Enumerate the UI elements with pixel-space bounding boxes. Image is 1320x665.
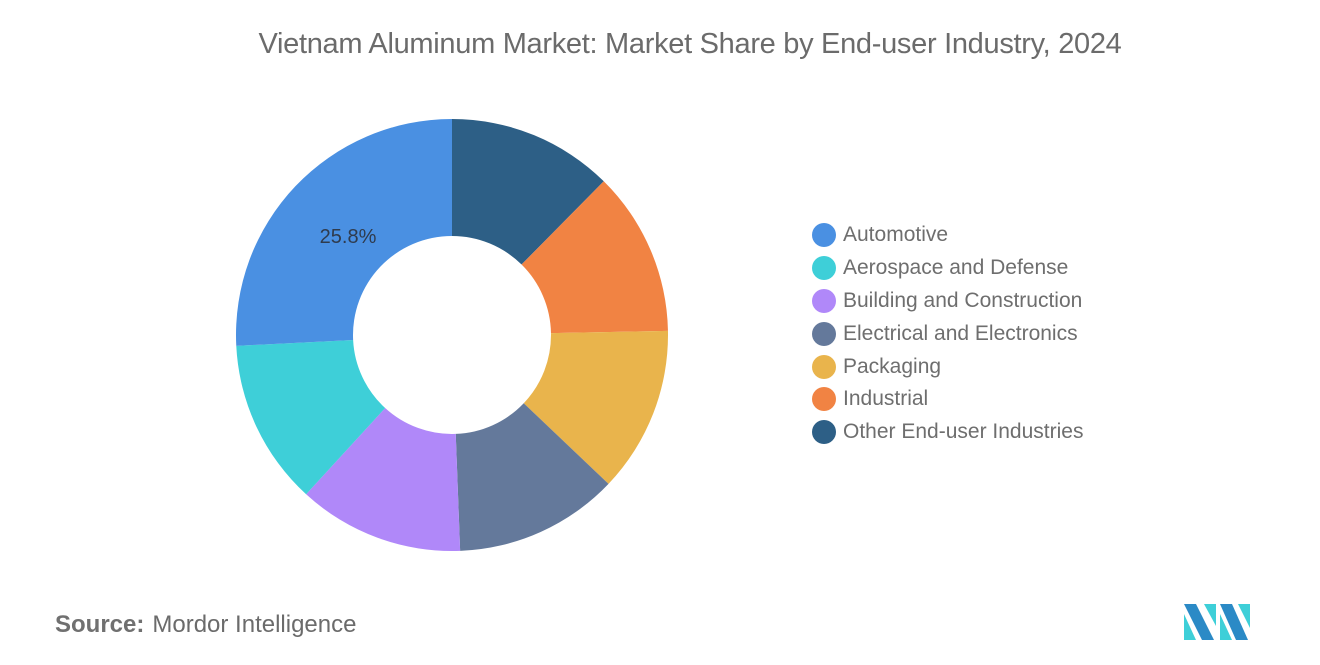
legend-dot-icon <box>812 256 836 281</box>
legend-item-electrical: Electrical and Electronics <box>812 317 1083 350</box>
slice-industrial <box>521 181 668 334</box>
legend-item-building: Building and Construction <box>812 285 1083 318</box>
legend-label: Packaging <box>843 354 942 378</box>
legend-dot-icon <box>812 321 836 346</box>
legend-label: Building and Construction <box>843 288 1083 312</box>
legend-item-industrial: Industrial <box>812 383 1083 416</box>
mordor-intelligence-logo-icon <box>1184 604 1250 640</box>
chart-title: Vietnam Aluminum Market: Market Share by… <box>258 28 1122 60</box>
legend-item-other: Other End-user Industries <box>812 416 1083 449</box>
legend-dot-icon <box>812 420 836 445</box>
source-key: Source: <box>55 611 145 638</box>
slice-aerospace-and-defense <box>236 339 386 495</box>
legend-label: Electrical and Electronics <box>843 321 1078 345</box>
slice-other-end-user-industries <box>452 119 604 265</box>
slice-electrical-and-electronics <box>455 403 609 551</box>
legend-dot-icon <box>812 288 836 313</box>
legend-label: Automotive <box>843 223 949 247</box>
slice-packaging <box>523 330 668 484</box>
chart-legend: Automotive Aerospace and Defense Buildin… <box>812 219 1083 449</box>
legend-label: Other End-user Industries <box>843 420 1084 444</box>
slice-building-and-construction <box>306 408 461 551</box>
legend-label: Industrial <box>843 387 929 411</box>
legend-dot-icon <box>812 387 836 412</box>
legend-item-aerospace: Aerospace and Defense <box>812 252 1083 285</box>
legend-item-packaging: Packaging <box>812 350 1083 383</box>
legend-dot-icon <box>812 223 836 248</box>
donut-slices <box>235 119 668 551</box>
slice-automotive <box>235 119 452 346</box>
legend-label: Aerospace and Defense <box>843 256 1069 280</box>
source-value: Mordor Intelligence <box>152 611 357 638</box>
legend-dot-icon <box>812 354 836 379</box>
source-attribution: Source: Mordor Intelligence <box>55 611 356 639</box>
legend-item-automotive: Automotive <box>812 219 1083 252</box>
slice-data-label: 25.8% <box>320 226 377 248</box>
